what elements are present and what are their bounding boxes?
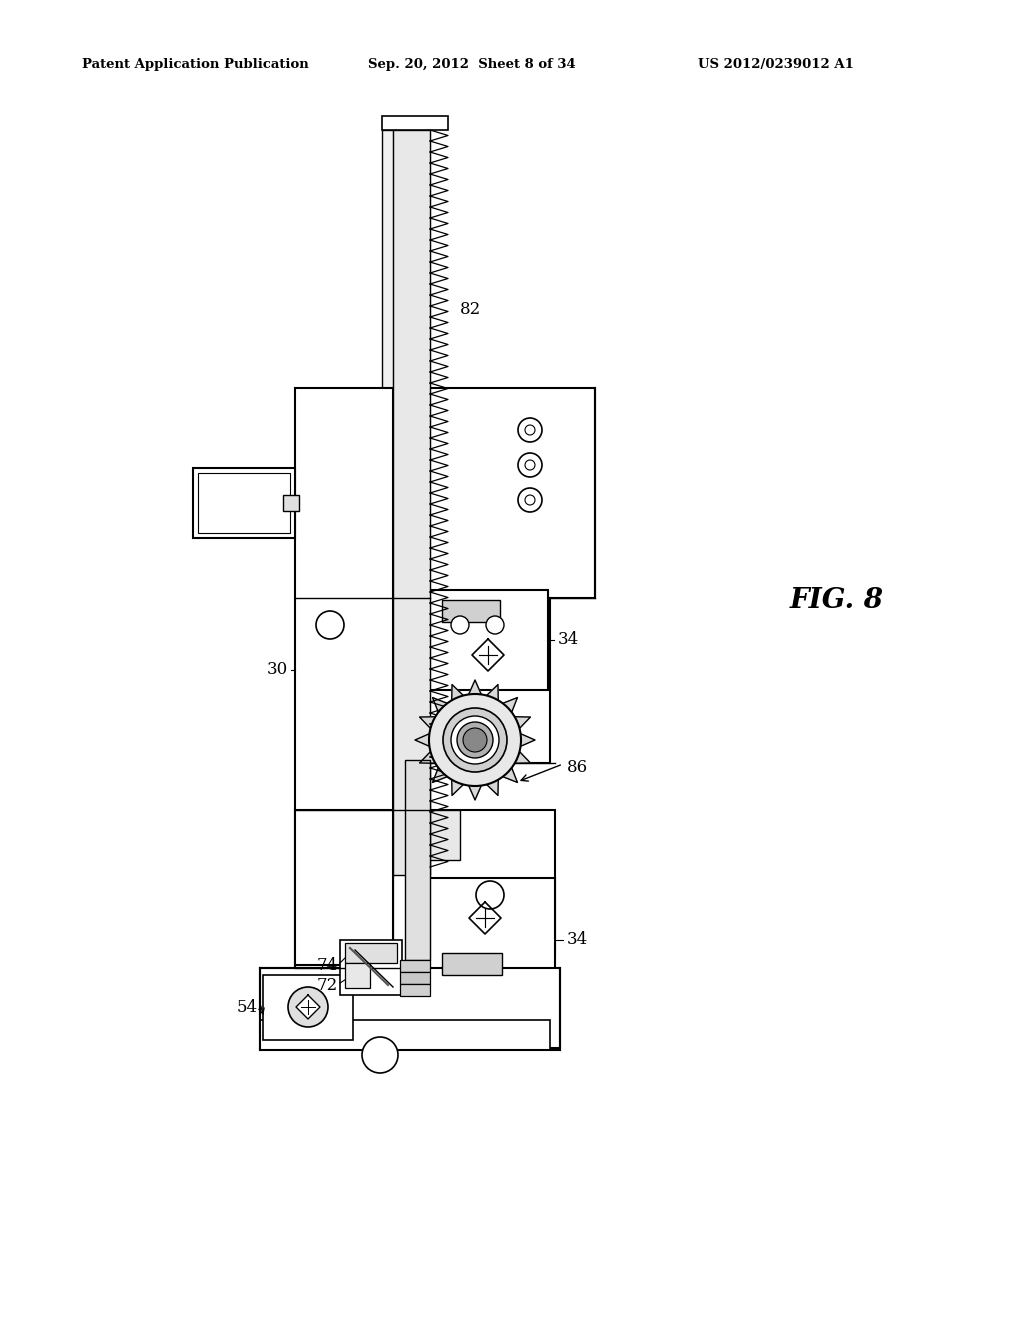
Bar	[295, 810, 393, 965]
Bar	[340, 940, 402, 995]
Bar	[345, 942, 397, 964]
Text: 82: 82	[460, 301, 481, 318]
Bar	[295, 388, 393, 968]
Circle shape	[518, 488, 542, 512]
Text: 86: 86	[567, 759, 588, 776]
Polygon shape	[469, 785, 481, 800]
Circle shape	[443, 708, 507, 772]
Circle shape	[525, 425, 535, 436]
Polygon shape	[432, 697, 447, 713]
Bar	[406, 760, 430, 960]
Text: Sep. 20, 2012  Sheet 8 of 34: Sep. 20, 2012 Sheet 8 of 34	[368, 58, 575, 71]
Polygon shape	[452, 685, 464, 701]
Polygon shape	[472, 639, 504, 671]
Text: 34: 34	[558, 631, 580, 648]
Bar	[283, 495, 299, 511]
Bar	[393, 129, 430, 875]
Circle shape	[451, 715, 499, 764]
Polygon shape	[503, 697, 517, 713]
Bar	[382, 116, 449, 129]
Polygon shape	[452, 780, 464, 796]
Text: 54: 54	[237, 999, 258, 1016]
Text: Patent Application Publication: Patent Application Publication	[82, 58, 309, 71]
Polygon shape	[296, 995, 319, 1019]
Bar	[263, 975, 353, 1040]
Polygon shape	[469, 680, 481, 694]
Circle shape	[476, 880, 504, 909]
Circle shape	[525, 495, 535, 506]
Polygon shape	[420, 751, 435, 763]
Bar	[260, 968, 560, 1048]
Polygon shape	[515, 751, 530, 763]
Circle shape	[486, 616, 504, 634]
Circle shape	[362, 1038, 398, 1073]
Bar	[400, 972, 430, 983]
Bar	[442, 953, 502, 975]
Polygon shape	[515, 717, 530, 729]
Circle shape	[429, 694, 521, 785]
Bar	[430, 810, 460, 861]
Bar	[400, 960, 430, 972]
Bar	[345, 964, 370, 987]
Circle shape	[525, 459, 535, 470]
Circle shape	[463, 729, 487, 752]
Bar	[430, 598, 550, 763]
Text: 72: 72	[316, 977, 338, 994]
Text: 74: 74	[316, 957, 338, 974]
Polygon shape	[469, 902, 501, 935]
Bar	[382, 129, 394, 875]
Bar	[400, 983, 430, 997]
Bar	[430, 388, 595, 598]
Bar	[430, 590, 548, 690]
Bar	[430, 878, 555, 998]
Circle shape	[288, 987, 328, 1027]
Polygon shape	[503, 768, 517, 783]
Circle shape	[518, 418, 542, 442]
Polygon shape	[520, 734, 535, 746]
Polygon shape	[486, 685, 499, 701]
Bar	[260, 1020, 550, 1049]
Circle shape	[451, 616, 469, 634]
Polygon shape	[420, 717, 435, 729]
Bar	[198, 473, 290, 533]
Circle shape	[518, 453, 542, 477]
Text: 30: 30	[266, 661, 288, 678]
Bar	[193, 469, 295, 539]
Text: FIG. 8: FIG. 8	[790, 586, 884, 614]
Text: US 2012/0239012 A1: US 2012/0239012 A1	[698, 58, 854, 71]
Text: 34: 34	[567, 932, 588, 949]
Bar	[442, 601, 500, 622]
Bar	[430, 810, 555, 954]
Circle shape	[457, 722, 493, 758]
Circle shape	[316, 611, 344, 639]
Polygon shape	[432, 768, 447, 783]
Polygon shape	[415, 734, 429, 746]
Polygon shape	[486, 780, 499, 796]
